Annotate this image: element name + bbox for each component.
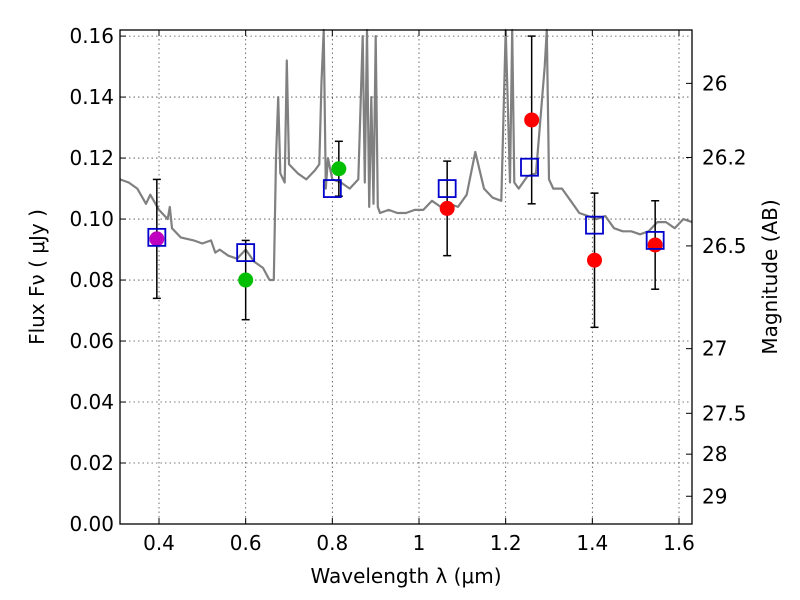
observed-point	[331, 161, 347, 177]
error-bars-layer	[152, 35, 660, 329]
magnitude-tick-label: 27.5	[702, 401, 747, 425]
observed-point	[149, 231, 165, 247]
x-tick-label: 1.2	[490, 531, 522, 555]
y-tick-labels: 0.00 0.02 0.04 0.06 0.08 0.10 0.12 0.14 0.16	[69, 24, 114, 536]
model-point	[147, 227, 167, 247]
observed-point	[524, 112, 540, 128]
y-axis-label: Flux Fν ( μJy )	[25, 209, 49, 345]
x-tick-label: 1.6	[663, 531, 695, 555]
right-axis-label: Magnitude (AB)	[758, 199, 782, 354]
y-tick-label: 0.16	[69, 24, 114, 48]
model-spectrum-line	[119, 28, 693, 282]
x-tick-labels: 0.4 0.6 0.8 1 1.2 1.4 1.6	[143, 531, 695, 555]
magnitude-tick-labels: 26 26.2 26.5 27 27.5 28 29	[702, 71, 747, 508]
y-tick-label: 0.00	[69, 512, 114, 536]
observed-point	[647, 237, 663, 253]
y-tick-label: 0.04	[69, 390, 114, 414]
x-tick-label: 0.8	[316, 531, 348, 555]
magnitude-tick-label: 26.2	[702, 145, 747, 169]
observed-point	[238, 272, 254, 288]
model-point	[437, 179, 457, 198]
model-point	[236, 243, 256, 263]
observed-point	[587, 252, 602, 268]
plot-frame	[119, 29, 693, 525]
magnitude-tick-label: 29	[702, 484, 727, 508]
y-tick-label: 0.10	[69, 207, 114, 231]
model-point	[322, 179, 342, 198]
magnitude-tick-label: 27	[702, 337, 727, 361]
model-point	[645, 231, 665, 250]
model-points-layer	[147, 157, 665, 263]
y-tick-label: 0.14	[69, 85, 114, 109]
magnitude-tick-label: 26	[702, 71, 727, 95]
x-tick-label: 0.6	[230, 531, 262, 555]
x-tick-label: 0.4	[143, 531, 175, 555]
x-axis-label: Wavelength λ (μm)	[310, 564, 501, 588]
tick-marks	[120, 30, 692, 525]
model-point	[585, 215, 604, 235]
magnitude-tick-label: 28	[702, 442, 727, 466]
x-tick-label: 1.4	[576, 531, 608, 555]
observed-point	[439, 200, 455, 216]
y-tick-label: 0.12	[69, 146, 114, 170]
x-tick-label: 1	[413, 531, 426, 555]
observed-points-layer	[149, 112, 663, 288]
model-spectrum-layer	[119, 28, 693, 282]
y-tick-label: 0.02	[69, 451, 114, 475]
magnitude-tick-label: 26.5	[702, 234, 747, 258]
y-tick-label: 0.08	[69, 268, 114, 292]
grid-lines	[120, 30, 692, 525]
model-point	[520, 157, 539, 177]
y-tick-label: 0.06	[69, 329, 114, 353]
